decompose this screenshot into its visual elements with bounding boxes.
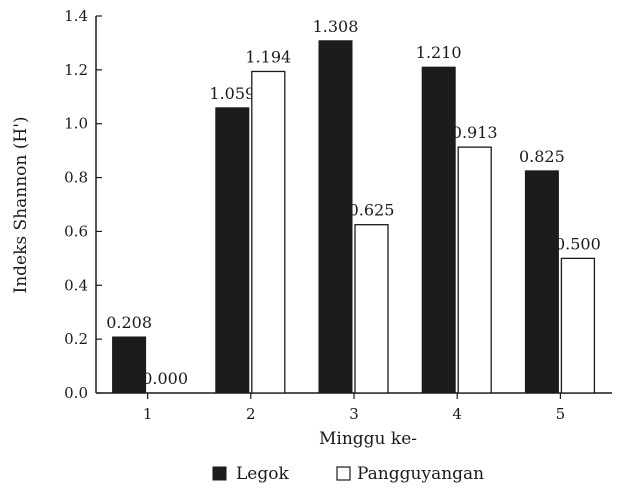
plot-area: 0.0 0.2 0.4 0.6 0.8 1.0 1.2 1.4 1 0.208 0.000 2 1.05… bbox=[64, 7, 612, 423]
x-tick-label: 4 bbox=[452, 405, 462, 423]
data-label: 1.194 bbox=[245, 47, 291, 66]
data-label: 0.625 bbox=[349, 201, 395, 220]
bar-legok bbox=[112, 336, 147, 394]
bar-pangguyangan bbox=[251, 70, 286, 394]
y-tick-label: 1.2 bbox=[64, 61, 88, 79]
x-tick-label: 3 bbox=[349, 405, 359, 423]
y-tick-label: 0.2 bbox=[64, 330, 88, 348]
x-tick-label: 1 bbox=[143, 405, 153, 423]
y-tick-label: 0.6 bbox=[64, 222, 88, 240]
data-label: 1.059 bbox=[209, 84, 255, 103]
bar-legok bbox=[421, 66, 456, 394]
bar-pangguyangan bbox=[354, 224, 389, 394]
data-label: 0.208 bbox=[106, 313, 152, 332]
y-axis-title: Indeks Shannon (H') bbox=[11, 116, 31, 293]
legend-label-pangguyangan: Pangguyangan bbox=[357, 464, 484, 484]
bar-pangguyangan bbox=[457, 146, 492, 394]
data-label: 0.825 bbox=[519, 147, 565, 166]
legend-label-legok: Legok bbox=[236, 464, 289, 484]
y-tick-label: 0.8 bbox=[64, 169, 88, 187]
x-axis-title: Minggu ke- bbox=[319, 429, 417, 449]
bar-legok bbox=[318, 40, 353, 394]
data-label: 0.000 bbox=[142, 369, 188, 388]
y-tick-label: 0.0 bbox=[64, 384, 88, 402]
legend: Legok Pangguyangan bbox=[212, 464, 484, 484]
y-tick-label: 1.4 bbox=[64, 7, 88, 25]
bar-legok bbox=[524, 170, 559, 394]
y-tick-label: 0.4 bbox=[64, 276, 88, 294]
y-tick-label: 1.0 bbox=[64, 115, 88, 133]
data-label: 1.210 bbox=[416, 43, 462, 62]
legend-swatch-pangguyangan bbox=[336, 466, 351, 481]
x-tick-label: 5 bbox=[556, 405, 566, 423]
data-label: 1.308 bbox=[313, 17, 359, 36]
bar-legok bbox=[215, 107, 250, 394]
data-label: 0.500 bbox=[555, 234, 601, 253]
legend-swatch-legok bbox=[212, 466, 227, 481]
data-label: 0.913 bbox=[452, 123, 498, 142]
bar-pangguyangan bbox=[560, 257, 596, 394]
x-tick-label: 2 bbox=[246, 405, 256, 423]
